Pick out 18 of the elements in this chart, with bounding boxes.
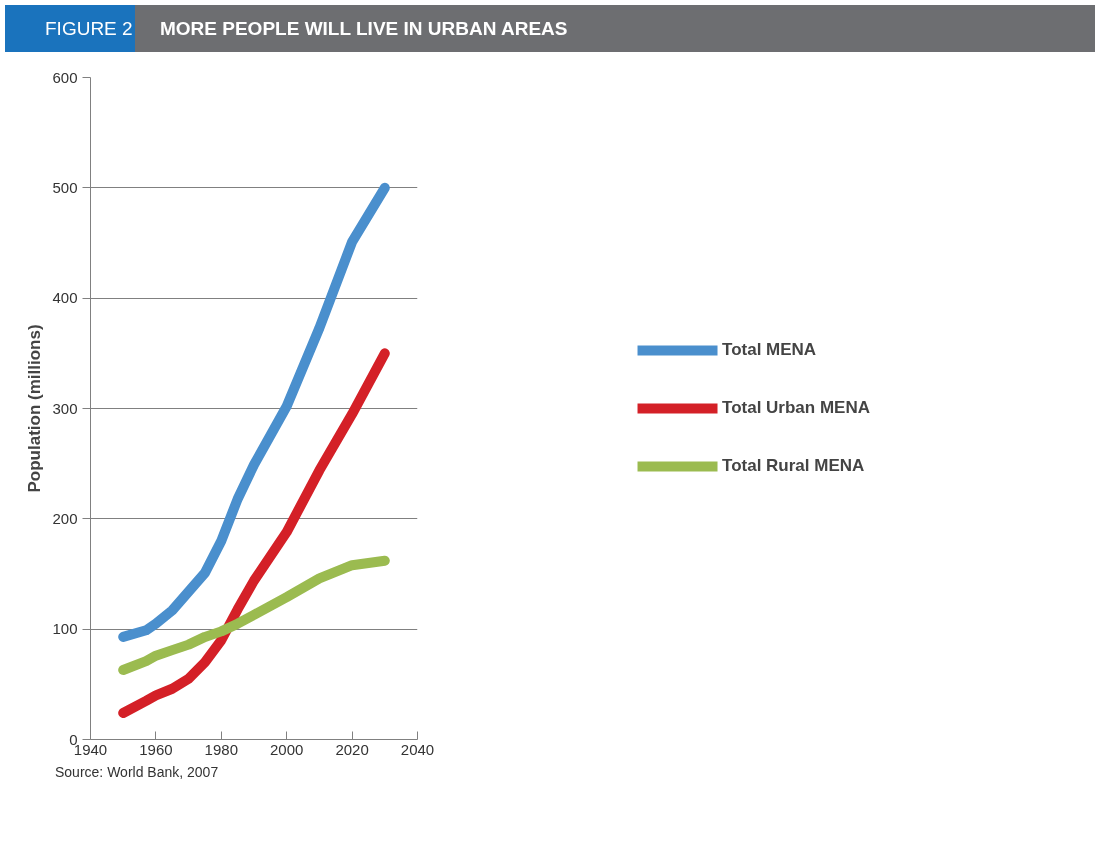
legend-label: Total MENA — [722, 340, 817, 361]
x-tick-label: 2020 — [335, 740, 369, 758]
y-tick-label: 500 — [52, 178, 78, 196]
legend-label: Total Rural MENA — [722, 456, 865, 477]
y-tick-label: 600 — [52, 68, 78, 86]
x-tick-label: 2040 — [400, 740, 435, 758]
chart-subtitle: FIGURE 2 — [5, 5, 135, 53]
x-tick-label: 1980 — [204, 740, 238, 758]
y-tick-label: 200 — [52, 509, 78, 527]
y-tick-label: 400 — [52, 289, 78, 307]
x-tick-label: 2000 — [270, 740, 304, 758]
source-note: Source: World Bank, 2007 — [55, 763, 219, 783]
legend-label: Total Urban MENA — [722, 398, 870, 419]
chart-title: MORE PEOPLE WILL LIVE IN URBAN AREAS — [135, 5, 1095, 53]
y-axis-title: Population (millions) — [25, 324, 45, 493]
x-tick-label: 1960 — [139, 740, 173, 758]
y-tick-label: 300 — [52, 399, 78, 417]
y-tick-label: 100 — [52, 620, 78, 638]
